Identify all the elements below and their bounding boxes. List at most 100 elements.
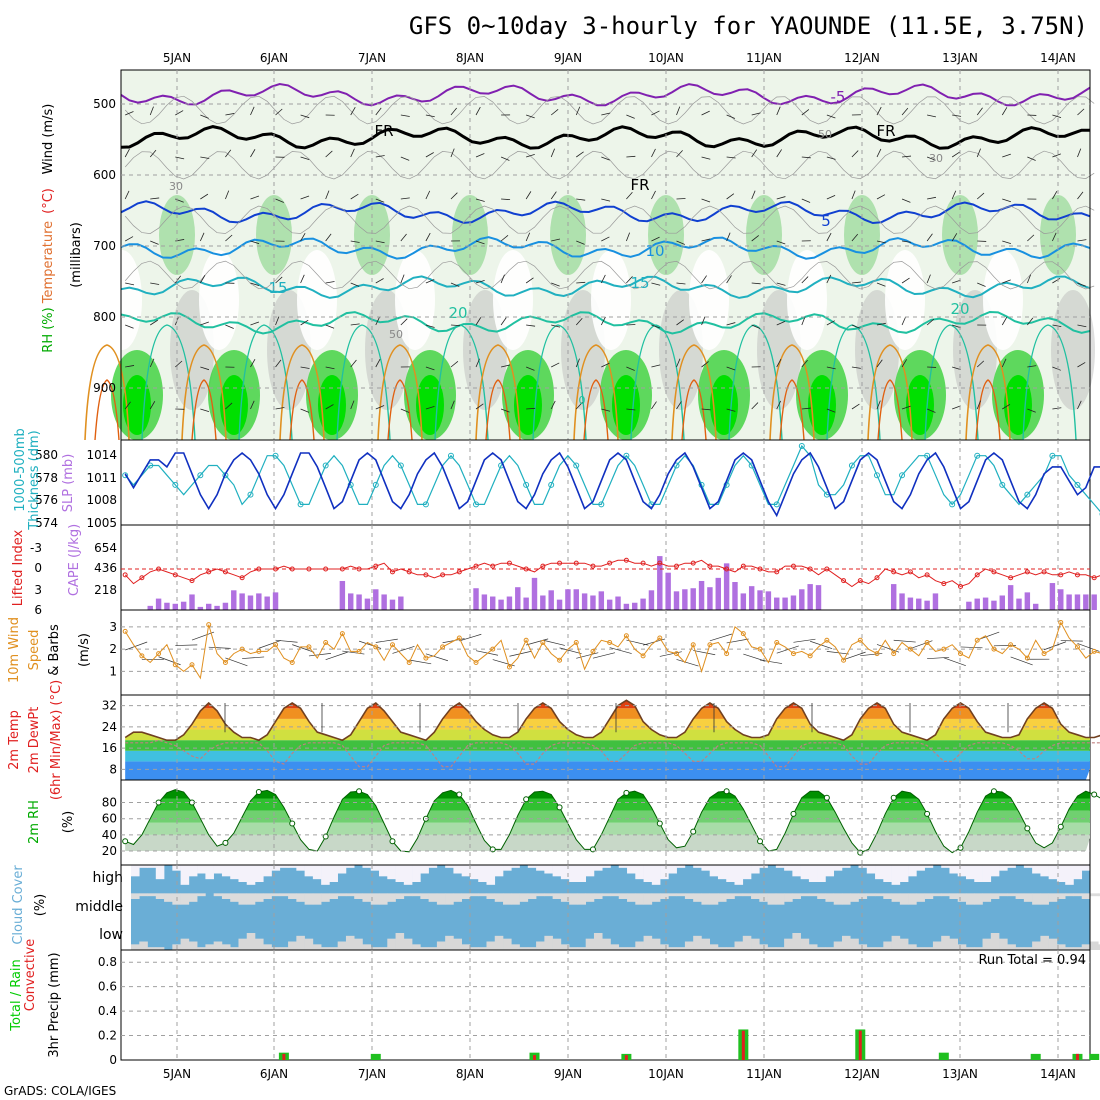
li-point — [874, 575, 880, 581]
contour-label: 50 — [818, 128, 832, 141]
cape-bar — [1016, 598, 1022, 610]
wind-barb — [500, 408, 510, 413]
mid-cloud-gap — [370, 893, 380, 905]
wind-barb — [124, 401, 131, 410]
low-cloud-cell — [395, 933, 405, 950]
rh-blob-dry — [297, 250, 337, 350]
cape-bar — [723, 563, 730, 610]
wind-barb — [1002, 153, 1011, 158]
wind-speed-point — [924, 639, 930, 645]
wind-barb — [550, 191, 557, 200]
li-point — [640, 560, 646, 566]
wind-barb — [425, 114, 435, 118]
precip-frame — [120, 949, 1091, 1061]
cape-bar — [590, 595, 596, 610]
isotherm-30-arch — [289, 379, 315, 441]
wind-barb — [200, 156, 210, 159]
isotherm-25-arch — [573, 344, 619, 441]
wind-barb — [851, 366, 861, 369]
high-cloud-gap — [974, 865, 983, 882]
mid-cloud-gap — [684, 893, 694, 899]
wind-barb — [902, 155, 912, 158]
wind-barb — [1027, 234, 1035, 242]
li-point — [1091, 575, 1097, 581]
low-cloud-cell — [131, 944, 140, 950]
wind-barb — [751, 324, 761, 329]
rh-band — [125, 798, 1090, 811]
wind-tick: 1 — [109, 664, 117, 678]
mid-cloud-gap — [1048, 893, 1058, 902]
wind-speed-point — [222, 660, 228, 666]
temp-band — [125, 761, 1090, 780]
wind-barb — [275, 407, 285, 410]
low-cloud-cell — [527, 947, 537, 950]
li-point — [540, 563, 546, 569]
high-cloud-gap — [279, 865, 289, 868]
low-cloud-cell — [1081, 944, 1091, 950]
wind-barb — [751, 282, 761, 285]
mid-cloud-gap — [618, 893, 628, 899]
y-tick-label: 500 — [93, 97, 116, 111]
wind-speed-point — [273, 642, 279, 648]
low-cloud-cell — [701, 938, 711, 950]
x-tick-label-bottom: 12JAN — [844, 1067, 880, 1081]
wind-barb — [525, 277, 534, 284]
surface-wind-barb — [275, 639, 298, 643]
low-cloud-cell — [296, 935, 305, 950]
wind-barb — [125, 324, 134, 329]
temp-tick: 24 — [102, 720, 117, 734]
cape-bar — [707, 587, 713, 610]
high-cloud-gap — [238, 865, 248, 882]
high-cloud-gap — [337, 865, 347, 874]
surface-wind-barb — [1043, 641, 1067, 651]
wind-barb — [350, 193, 359, 200]
cape-tick: 218 — [94, 583, 117, 597]
high-cloud-gap — [221, 865, 231, 877]
wind-barb — [876, 148, 882, 158]
wind-barb — [150, 319, 159, 326]
contour-label: 15 — [268, 279, 287, 297]
low-cloud-cell — [354, 938, 363, 950]
high-cloud-gap — [370, 865, 380, 871]
high-cloud-gap — [1007, 865, 1016, 868]
mid-cloud-gap — [1040, 893, 1049, 905]
low-cloud-cell — [792, 933, 801, 950]
li-point — [774, 569, 780, 575]
cape-bar — [356, 594, 362, 610]
wind-barb — [350, 400, 355, 410]
high-cloud-gap — [271, 865, 281, 871]
wind-barb — [701, 156, 711, 160]
cape-bar — [765, 591, 772, 610]
high-cloud-gap — [230, 865, 239, 880]
rh-blob-mid — [942, 195, 978, 275]
thickness-point — [447, 452, 454, 459]
slp-ylabel: SLP (mb) — [61, 454, 76, 513]
wind-barb — [601, 112, 611, 116]
isotherm-25-arch — [769, 344, 815, 441]
wind-barb — [350, 359, 357, 368]
mid-cloud-gap — [478, 893, 487, 897]
rh-unit: (%) — [61, 811, 76, 834]
wind-barb — [726, 408, 736, 412]
temp-ylabel-2: 2m DewPt — [27, 707, 42, 774]
surface-wind-barb — [693, 650, 716, 656]
cape-bar — [807, 584, 813, 610]
low-cloud-cell — [585, 938, 595, 950]
rh-blob-core — [1004, 375, 1032, 435]
wind-speed-point — [440, 644, 446, 650]
rh-blob-dry — [787, 250, 827, 350]
wind-barb — [200, 366, 210, 371]
li-point — [423, 572, 429, 578]
low-cloud-cell — [808, 944, 818, 950]
mid-cloud-gap — [817, 893, 826, 899]
wind-speed-point — [122, 628, 128, 634]
wind-barb — [1052, 153, 1061, 158]
precip-total-bar — [1089, 1053, 1100, 1060]
rh-point — [255, 789, 262, 796]
wind-barb — [976, 148, 981, 158]
cape-bar — [155, 598, 162, 610]
li-point — [607, 560, 613, 566]
wind-barb — [200, 193, 209, 200]
rh-point — [623, 789, 630, 796]
high-cloud-gap — [503, 865, 512, 871]
